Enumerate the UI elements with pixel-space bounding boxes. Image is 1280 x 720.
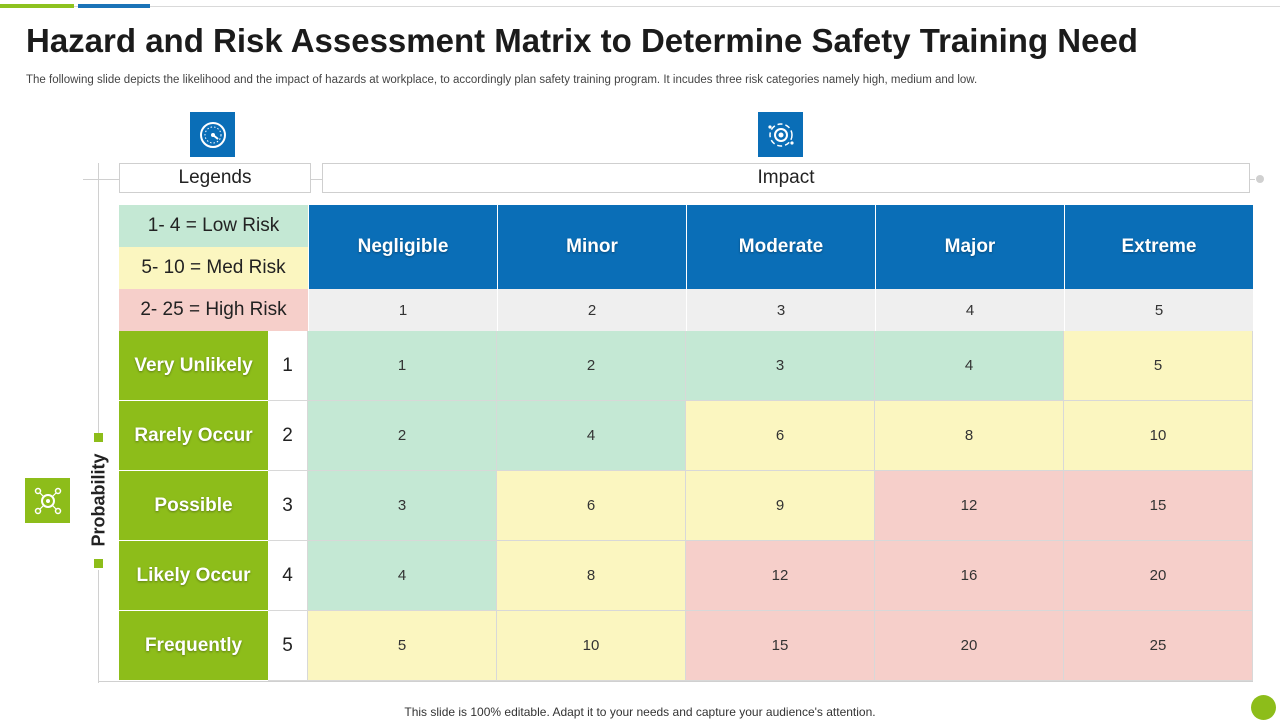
page-subtitle: The following slide depicts the likeliho…	[26, 74, 978, 86]
risk-cell: 6	[686, 401, 875, 471]
probability-value: 4	[268, 541, 308, 611]
impact-value: 1	[308, 289, 497, 331]
risk-cell: 3	[686, 331, 875, 401]
legend-high-risk: 2- 25 = High Risk	[119, 289, 308, 331]
impact-column-moderate: Moderate	[686, 205, 875, 289]
connector-dot	[1256, 175, 1264, 183]
risk-cell: 15	[1064, 471, 1253, 541]
probability-row-frequently: Frequently	[119, 611, 268, 681]
footer-note: This slide is 100% editable. Adapt it to…	[404, 705, 876, 719]
impact-value: 2	[497, 289, 686, 331]
probability-row-possible: Possible	[119, 471, 268, 541]
risk-cell: 16	[875, 541, 1064, 611]
risk-cell: 2	[497, 331, 686, 401]
probability-value: 5	[268, 611, 308, 681]
risk-cell: 1	[308, 331, 497, 401]
risk-cell: 5	[1064, 331, 1253, 401]
legend-low-risk: 1- 4 = Low Risk	[119, 205, 308, 247]
risk-cell: 8	[875, 401, 1064, 471]
accent-bar-green	[0, 4, 74, 8]
probability-row-very-unlikely: Very Unlikely	[119, 331, 268, 401]
decorative-circle	[1251, 695, 1276, 720]
gear-network-icon	[25, 478, 70, 523]
probability-axis-line-top	[98, 163, 99, 433]
impact-value: 3	[686, 289, 875, 331]
risk-cell: 20	[875, 611, 1064, 681]
risk-cell: 6	[497, 471, 686, 541]
risk-cell: 15	[686, 611, 875, 681]
risk-cell: 12	[686, 541, 875, 611]
impact-column-minor: Minor	[497, 205, 686, 289]
accent-bar-blue	[78, 4, 150, 8]
risk-matrix: 1- 4 = Low Risk 5- 10 = Med Risk 2- 25 =…	[119, 205, 1253, 681]
risk-cell: 8	[497, 541, 686, 611]
axis-marker	[94, 433, 103, 442]
risk-cell: 10	[1064, 401, 1253, 471]
page-title: Hazard and Risk Assessment Matrix to Det…	[26, 22, 1138, 59]
target-gear-icon	[758, 112, 803, 157]
impact-column-negligible: Negligible	[308, 205, 497, 289]
risk-cell: 20	[1064, 541, 1253, 611]
risk-cell: 5	[308, 611, 497, 681]
impact-column-extreme: Extreme	[1064, 205, 1253, 289]
risk-cell: 9	[686, 471, 875, 541]
speedometer-icon	[190, 112, 235, 157]
risk-cell: 2	[308, 401, 497, 471]
risk-cell: 10	[497, 611, 686, 681]
impact-column-major: Major	[875, 205, 1064, 289]
probability-value: 3	[268, 471, 308, 541]
probability-row-likely-occur: Likely Occur	[119, 541, 268, 611]
probability-row-rarely-occur: Rarely Occur	[119, 401, 268, 471]
legend-med-risk: 5- 10 = Med Risk	[119, 247, 308, 289]
impact-header: Impact	[322, 163, 1250, 193]
top-divider	[0, 6, 1280, 7]
probability-value: 2	[268, 401, 308, 471]
bottom-axis-line	[98, 681, 1253, 682]
risk-cell: 4	[308, 541, 497, 611]
risk-cell: 4	[875, 331, 1064, 401]
risk-cell: 3	[308, 471, 497, 541]
impact-value: 4	[875, 289, 1064, 331]
risk-cell: 4	[497, 401, 686, 471]
probability-value: 1	[268, 331, 308, 401]
legends-header: Legends	[119, 163, 311, 193]
impact-value: 5	[1064, 289, 1253, 331]
axis-marker	[94, 559, 103, 568]
probability-axis-line-bottom	[98, 570, 99, 683]
probability-axis-label: Probability	[88, 453, 109, 547]
risk-cell: 12	[875, 471, 1064, 541]
risk-cell: 25	[1064, 611, 1253, 681]
